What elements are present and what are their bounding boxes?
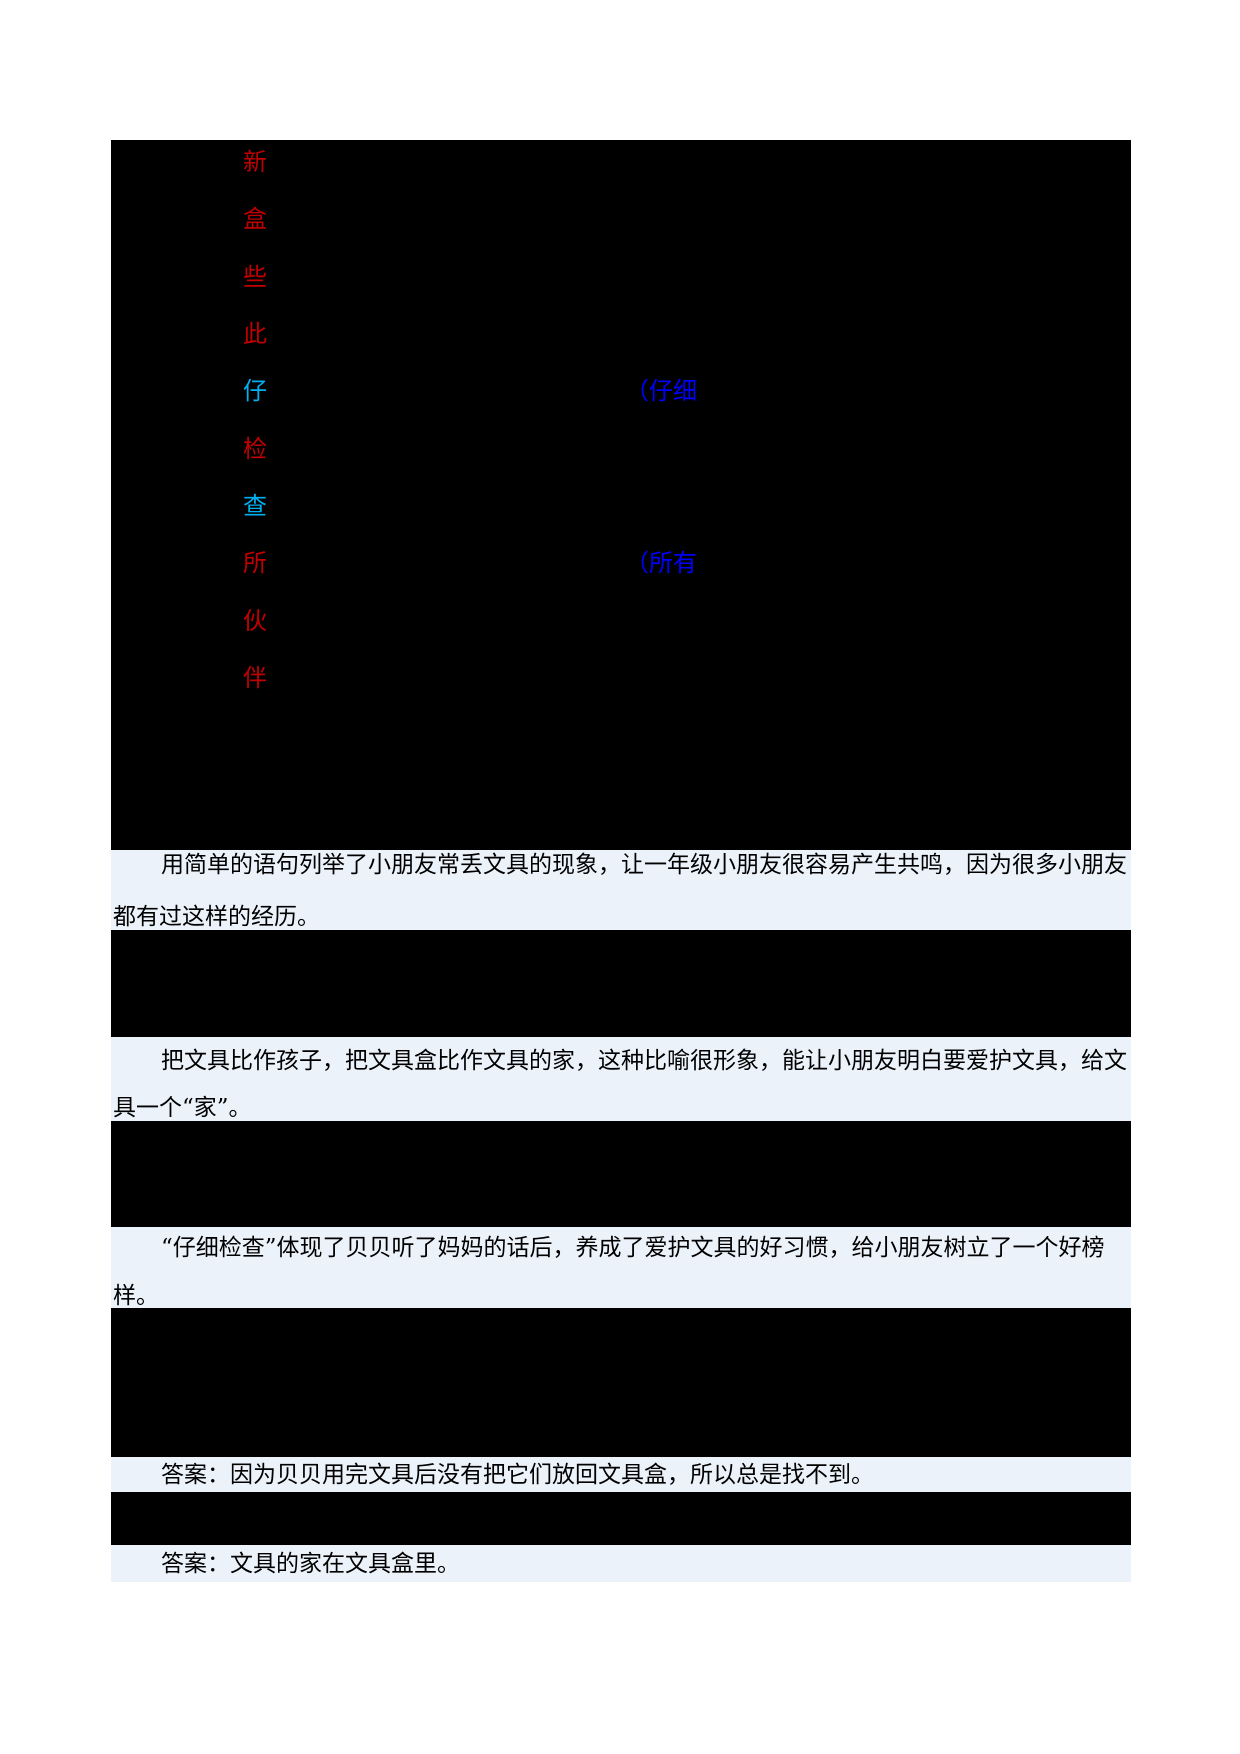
revealed-char-ban: 伴 xyxy=(243,664,267,692)
revealed-char-xie: 些 xyxy=(243,263,267,291)
redacted-block-4 xyxy=(111,1308,1131,1457)
band5-answer-line: 答案：文具的家在文具盒里。 xyxy=(161,1551,460,1577)
redacted-block-5 xyxy=(111,1492,1131,1545)
band3-line2: 样。 xyxy=(113,1283,159,1309)
text-band-5: 答案：文具的家在文具盒里。 xyxy=(111,1545,1131,1582)
revealed-char-zi: 仔 xyxy=(243,377,267,405)
content-block: 新 盒 些 此 仔 检 查 所 伙 伴 （仔细 （所有 用简单的语句列举了小朋友… xyxy=(111,140,1131,1582)
annotation-zixi: （仔细 xyxy=(625,377,697,405)
text-band-3: “仔细检查”体现了贝贝听了妈妈的话后，养成了爱护文具的好习惯，给小朋友树立了一个… xyxy=(111,1227,1131,1309)
revealed-char-jian: 检 xyxy=(243,435,267,463)
revealed-char-huo: 伙 xyxy=(243,607,267,635)
band2-line2: 具一个“家”。 xyxy=(113,1095,252,1121)
band3-line1: “仔细检查”体现了贝贝听了妈妈的话后，养成了爱护文具的好习惯，给小朋友树立了一个… xyxy=(161,1235,1105,1261)
redacted-block-3 xyxy=(111,1121,1131,1227)
redacted-block-2 xyxy=(111,930,1131,1037)
band2-line1: 把文具比作孩子，把文具盒比作文具的家，这种比喻很形象，能让小朋友明白要爱护文具，… xyxy=(161,1048,1127,1074)
revealed-char-ci: 此 xyxy=(243,320,267,348)
redacted-block-1: 新 盒 些 此 仔 检 查 所 伙 伴 （仔细 （所有 xyxy=(111,140,1131,850)
text-band-4: 答案：因为贝贝用完文具后没有把它们放回文具盒，所以总是找不到。 xyxy=(111,1457,1131,1492)
text-band-1: 用简单的语句列举了小朋友常丢文具的现象，让一年级小朋友很容易产生共鸣，因为很多小… xyxy=(111,850,1131,930)
band1-line1: 用简单的语句列举了小朋友常丢文具的现象，让一年级小朋友很容易产生共鸣，因为很多小… xyxy=(161,852,1127,878)
revealed-char-suo: 所 xyxy=(243,549,267,577)
annotation-suoyou: （所有 xyxy=(625,549,697,577)
revealed-char-he: 盒 xyxy=(243,205,267,233)
revealed-char-xin: 新 xyxy=(243,148,267,176)
revealed-char-cha: 查 xyxy=(243,492,267,520)
band1-line2: 都有过这样的经历。 xyxy=(113,904,320,930)
text-band-2: 把文具比作孩子，把文具盒比作文具的家，这种比喻很形象，能让小朋友明白要爱护文具，… xyxy=(111,1037,1131,1121)
band4-answer-line: 答案：因为贝贝用完文具后没有把它们放回文具盒，所以总是找不到。 xyxy=(161,1462,874,1488)
